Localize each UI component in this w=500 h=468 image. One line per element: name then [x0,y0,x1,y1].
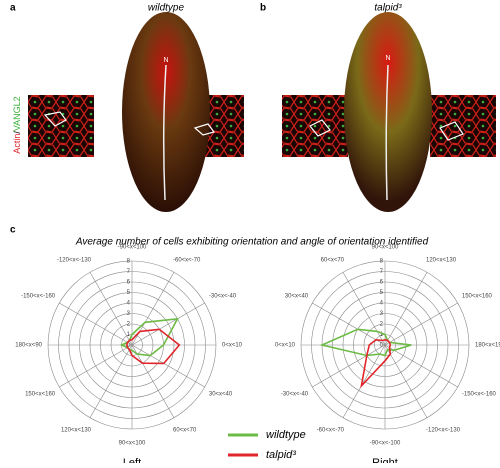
category-label: 90<x<100 [119,441,146,447]
category-label: -30<x<-40 [281,392,309,398]
category-label: 180<x<190 [475,343,500,349]
panel-title: wildtype [148,3,185,14]
r-tick-label: 6 [127,280,131,286]
embryo-image [344,12,432,212]
marker: N [385,55,390,62]
legend-label: talpid³ [266,449,296,461]
category-label: 60<x<70 [321,258,345,264]
category-label: -150<x<-160 [462,392,497,398]
side-label-part: / [12,131,22,134]
panel-label: a [10,3,16,14]
r-tick-label: 2 [127,322,131,328]
r-tick-label: 1 [127,332,131,338]
spoke [384,344,458,388]
panel-label: c [10,225,16,236]
inset-image [430,95,496,157]
spoke [59,302,133,346]
category-label: 90<x<100 [372,245,399,251]
spoke [384,272,428,346]
r-tick-label: 3 [127,311,131,317]
chart-xlabel: Left [123,457,141,463]
side-label-part: VANGL2 [12,96,22,131]
spoke [131,344,205,388]
spoke [89,344,133,418]
spoke [131,302,205,346]
marker: N [163,57,168,64]
panel-images [28,12,496,212]
category-label: -120<x<-130 [426,427,461,433]
category-label: 30<x<40 [209,392,233,398]
inset-image [282,95,348,157]
category-label: 150<x<160 [462,294,493,300]
midline [385,64,389,201]
r-tick-label: 0 [127,343,131,349]
category-label: 120<x<130 [426,258,457,264]
side-label-part: Actin [12,134,22,154]
r-tick-label: 7 [380,269,384,275]
spoke [312,344,386,388]
r-tick-label: 4 [380,301,384,307]
radar-line [360,338,392,389]
r-tick-label: 4 [127,301,131,307]
category-label: 30<x<40 [285,294,309,300]
category-label: 0<x<10 [222,343,243,349]
r-tick-label: 7 [127,269,131,275]
category-label: 60<x<70 [173,427,197,433]
spoke [312,302,386,346]
radar-line [319,328,412,357]
panel-label: b [260,3,266,14]
r-tick-label: 5 [127,290,131,296]
spoke [342,344,386,418]
spoke [131,344,175,418]
category-label: -90<x<-100 [370,441,401,447]
category-label: 120<x<130 [61,427,92,433]
chart-xlabel: Right [372,457,398,463]
r-tick-label: 8 [380,259,384,265]
spoke [342,272,386,346]
chart-title: Average number of cells exhibiting orien… [75,237,429,248]
spoke [384,302,458,346]
legend-label: wildtype [266,429,306,441]
r-tick-label: 8 [127,259,131,265]
midline [162,64,167,201]
inset-image [28,95,94,157]
spoke [384,344,428,418]
category-label: 0<x<10 [275,343,296,349]
category-label: -60<x<-70 [173,258,201,264]
spoke [59,344,133,388]
category-label: 180<x<90 [15,343,42,349]
side-label: Actin/VANGL2 [12,96,22,153]
radar-line [125,328,181,365]
spoke [89,272,133,346]
r-tick-label: 5 [380,290,384,296]
category-label: -30<x<-40 [209,294,237,300]
r-tick-label: 1 [380,332,384,338]
r-tick-label: 2 [380,322,384,328]
category-label: -60<x<-70 [317,427,345,433]
r-tick-label: 0 [380,343,384,349]
r-tick-label: 3 [380,311,384,317]
panel-title: talpid³ [374,3,402,14]
category-label: -120<x<-130 [57,258,92,264]
embryo-image [122,12,210,212]
category-label: -90<x<100 [118,245,147,251]
r-tick-label: 6 [380,280,384,286]
category-label: -150<x<-160 [21,294,56,300]
category-label: 150<x<160 [25,392,56,398]
